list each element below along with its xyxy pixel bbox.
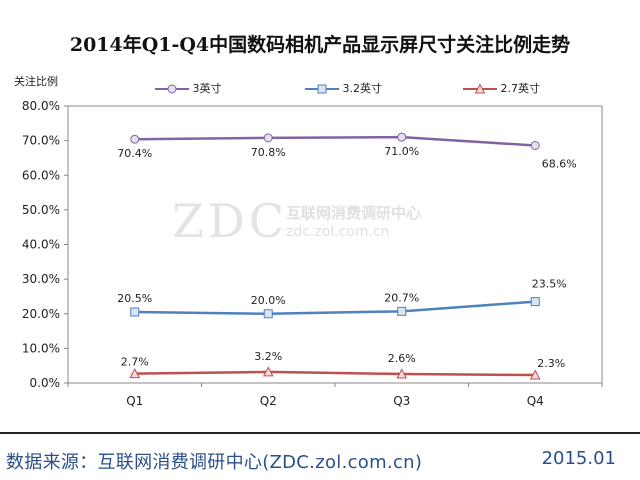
y-tick-label: 50.0% bbox=[22, 203, 60, 217]
data-point bbox=[129, 368, 141, 379]
legend-item-3-2in: 3.2英寸 bbox=[305, 80, 382, 96]
y-tick-label: 80.0% bbox=[22, 99, 60, 113]
footer-date: 2015.01 bbox=[541, 448, 616, 469]
x-tick-label: Q2 bbox=[260, 394, 277, 408]
legend-label-3in: 3英寸 bbox=[192, 82, 222, 95]
data-point bbox=[397, 132, 407, 142]
legend-item-2-7in: 2.7英寸 bbox=[463, 80, 540, 96]
data-label: 2.6% bbox=[388, 352, 416, 365]
data-point bbox=[530, 297, 540, 307]
chart-title: 2014年Q1-Q4中国数码相机产品显示屏尺寸关注比例走势 bbox=[69, 34, 571, 56]
legend-label-3-2in: 3.2英寸 bbox=[342, 82, 383, 95]
data-point bbox=[529, 369, 541, 380]
series-line-1 bbox=[134, 300, 536, 316]
data-point bbox=[530, 140, 540, 150]
data-point bbox=[396, 368, 408, 379]
data-label: 20.5% bbox=[117, 292, 152, 305]
y-tick-label: 30.0% bbox=[22, 272, 60, 286]
footer-source: 数据来源：互联网消费调研中心(ZDC.zol.com.cn) bbox=[6, 452, 423, 473]
series-line-0 bbox=[134, 135, 536, 147]
x-tick-label: Q1 bbox=[126, 394, 143, 408]
legend-item-3in: 3英寸 bbox=[155, 80, 222, 96]
plot-area: 0.0% 10.0% 20.0% 30.0% 40.0% 50.0% 60.0% 70.0% 8… bbox=[22, 99, 603, 408]
legend-marker-triangle-icon bbox=[463, 83, 497, 94]
data-point bbox=[262, 366, 274, 377]
data-label: 20.7% bbox=[384, 291, 419, 304]
data-label: 71.0% bbox=[384, 145, 419, 158]
data-label: 70.8% bbox=[251, 146, 286, 159]
data-point bbox=[397, 306, 407, 316]
data-label: 3.2% bbox=[254, 350, 282, 363]
y-tick-label: 70.0% bbox=[22, 134, 60, 148]
y-axis-label: 关注比例 bbox=[14, 75, 58, 88]
footer-divider bbox=[0, 432, 640, 434]
data-label: 2.7% bbox=[121, 356, 149, 369]
watermark-logo: ZDC bbox=[172, 194, 289, 248]
data-point bbox=[263, 309, 273, 319]
watermark-url: zdc.zol.com.cn bbox=[286, 224, 390, 240]
data-label: 2.3% bbox=[537, 357, 565, 370]
series-line-2 bbox=[134, 370, 536, 377]
data-label: 20.0% bbox=[251, 294, 286, 307]
y-tick-label: 0.0% bbox=[30, 376, 61, 390]
x-tick-label: Q4 bbox=[527, 394, 544, 408]
y-tick-label: 60.0% bbox=[22, 168, 60, 182]
legend: 3英寸 3.2英寸 2.7英寸 bbox=[0, 80, 640, 96]
data-point bbox=[130, 307, 140, 317]
legend-label-2-7in: 2.7英寸 bbox=[500, 82, 541, 95]
data-point bbox=[130, 134, 140, 144]
legend-marker-square-icon bbox=[305, 84, 339, 94]
data-label: 23.5% bbox=[532, 278, 567, 291]
x-tick-label: Q3 bbox=[393, 394, 410, 408]
data-label: 70.4% bbox=[117, 147, 152, 160]
watermark-cn: 互联网消费调研中心 bbox=[286, 204, 422, 222]
y-tick-label: 40.0% bbox=[22, 238, 60, 252]
data-label: 68.6% bbox=[542, 157, 577, 170]
y-tick-label: 20.0% bbox=[22, 307, 60, 321]
data-point bbox=[263, 133, 273, 143]
y-tick-label: 10.0% bbox=[22, 341, 60, 355]
legend-marker-circle-icon bbox=[155, 84, 189, 94]
